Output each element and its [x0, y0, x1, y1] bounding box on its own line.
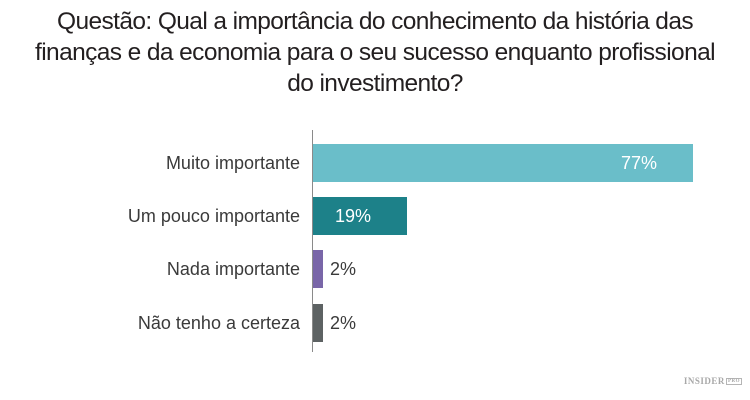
value-label: 2% [330, 259, 357, 279]
value-label: 77% [620, 153, 657, 173]
category-label: Nada importante [166, 259, 300, 279]
category-label: Não tenho a certeza [137, 313, 300, 333]
value-label: 19% [334, 206, 371, 226]
bar-row: Muito importante 77% [0, 144, 750, 182]
logo-badge: PRO [725, 378, 742, 386]
bar [313, 197, 407, 235]
title-line-1: Questão: Qual a importância do conhecime… [56, 8, 694, 35]
bar-row: Nada importante 2% [0, 250, 750, 288]
value-label: 2% [330, 313, 357, 333]
category-label: Um pouco importante [127, 206, 300, 226]
chart-title: Questão: Qual a importância do conhecime… [0, 6, 750, 99]
bar [313, 144, 693, 182]
title-line-3: do investimento? [287, 70, 463, 97]
bar [313, 304, 323, 342]
logo-text: INSIDER [683, 376, 725, 386]
bar-row: Um pouco importante 19% [0, 197, 750, 235]
insider-logo: INSIDER PRO [684, 376, 742, 386]
y-axis-line [312, 130, 313, 352]
title-line-2: finanças e da economia para o seu sucess… [35, 39, 716, 66]
category-label: Muito importante [165, 153, 300, 173]
bar [313, 250, 323, 288]
bar-row: Não tenho a certeza 2% [0, 304, 750, 342]
